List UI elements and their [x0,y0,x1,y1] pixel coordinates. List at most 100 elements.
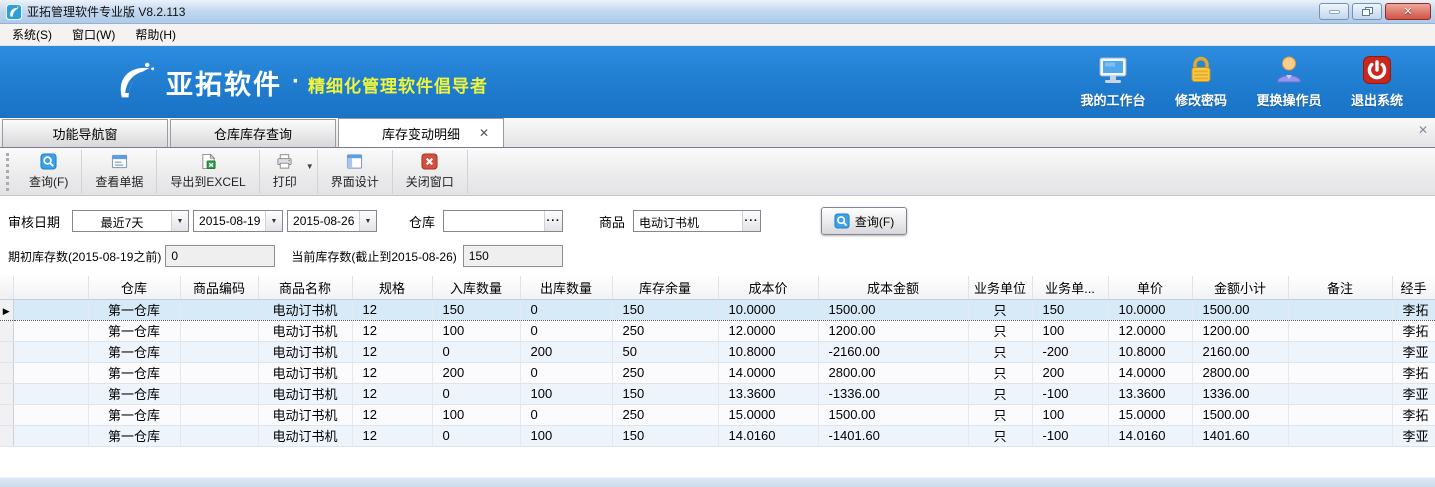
chevron-down-icon[interactable]: ▼ [265,211,283,231]
row-selector-cell[interactable] [0,383,14,405]
warehouse-lookup-field[interactable]: ··· [443,210,564,232]
banner-actions: 我的工作台 修改密码 更换操作员 [1069,54,1421,109]
switch-operator-label: 更换操作员 [1256,93,1322,108]
change-password-button[interactable]: 修改密码 [1157,54,1245,109]
opening-stock-label: 期初库存数(2015-08-19之前) [8,249,162,264]
close-button[interactable]: ✕ [1385,3,1431,20]
export-excel-button[interactable]: 导出到EXCEL [157,149,260,194]
exit-system-label: 退出系统 [1350,93,1403,108]
printer-icon [277,154,292,169]
col-remark[interactable]: 备注 [1288,276,1393,300]
my-workstation-label: 我的工作台 [1080,93,1146,108]
product-lookup-field[interactable]: 电动订书机 ··· [633,210,762,232]
menu-bar: 系统(S) 窗口(W) 帮助(H) [0,24,1435,46]
menu-item-system[interactable]: 系统(S) [12,28,52,42]
date-to-combobox[interactable]: 2015-08-26 ▼ [287,210,378,232]
row-selector-cell[interactable] [0,425,14,447]
workstation-monitor-icon [1099,57,1127,83]
table-row[interactable]: 第一仓库 电动订书机 12 200 0 250 14.0000 2800.00 … [0,362,1435,384]
bottom-status-strip [0,477,1435,487]
col-unit-price[interactable]: 单价 [1108,276,1193,300]
selected-row-arrow-icon: ▶ [2,306,10,316]
table-row[interactable]: ▶ 第一仓库 电动订书机 12 150 0 150 10.0000 1500.0… [0,298,1435,321]
col-qty-out[interactable]: 出库数量 [520,276,613,300]
search-icon [834,213,850,229]
col-stock-balance[interactable]: 库存余量 [612,276,719,300]
restore-button[interactable] [1352,3,1382,20]
audit-date-label: 审核日期 [8,214,61,230]
query-submit-button[interactable]: 查询(F) [821,207,908,235]
date-from-combobox[interactable]: 2015-08-19 ▼ [193,210,284,232]
toolbar: 查询(F) 查看单据 导出到EXCEL 打印 ▼ [0,147,1435,196]
spacer-header [13,276,89,300]
tab-stock-movement-detail[interactable]: 库存变动明细 ✕ [338,118,504,147]
product-label: 商品 [599,214,626,230]
summary-row: 期初库存数(2015-08-19之前) 0 当前库存数(截止到2015-08-2… [8,244,563,268]
minimize-button[interactable] [1319,3,1349,20]
brand-separator: · [292,68,300,95]
current-stock-field: 150 [462,245,563,267]
col-subtotal[interactable]: 金额小计 [1192,276,1289,300]
restore-icon [1361,9,1370,16]
table-header-row: 仓库 商品编码 商品名称 规格 入库数量 出库数量 库存余量 成本价 成本金额 … [0,276,1435,300]
table-row[interactable]: 第一仓库 电动订书机 12 0 100 150 14.0160 -1401.60… [0,425,1435,447]
col-warehouse[interactable]: 仓库 [88,276,181,300]
chevron-down-icon[interactable]: ▼ [359,211,377,231]
table-row[interactable]: 第一仓库 电动订书机 12 0 100 150 13.3600 -1336.00… [0,383,1435,405]
ellipsis-lookup-icon[interactable]: ··· [544,211,563,231]
exit-system-button[interactable]: 退出系统 [1333,54,1421,109]
current-stock-label: 当前库存数(截止到2015-08-26) [291,249,457,264]
layout-design-icon [347,154,363,169]
col-handler[interactable]: 经手 [1392,276,1435,300]
col-business-unit[interactable]: 业务单位 [968,276,1033,300]
minimize-icon [1328,9,1340,14]
app-logo-icon [6,3,22,20]
view-document-button[interactable]: 查看单据 [82,149,158,194]
toolbar-grip-handle[interactable] [6,152,10,191]
stock-movement-table: 仓库 商品编码 商品名称 规格 入库数量 出库数量 库存余量 成本价 成本金额 … [0,276,1435,447]
content-area: 审核日期 最近7天 ▼ 2015-08-19 ▼ 2015-08-26 ▼ 仓库… [0,196,1435,477]
excel-export-icon [201,153,216,170]
brand-block: 亚拓软件 · 精细化管理软件倡导者 [112,60,488,104]
tab-warehouse-stock-query[interactable]: 仓库库存查询 [170,119,336,147]
col-business-qty[interactable]: 业务单... [1032,276,1109,300]
row-selector-cell[interactable] [0,341,14,363]
col-cost-price[interactable]: 成本价 [718,276,819,300]
chevron-down-icon[interactable]: ▼ [171,211,189,231]
ellipsis-lookup-icon[interactable]: ··· [742,211,761,231]
col-qty-in[interactable]: 入库数量 [432,276,521,300]
col-product-name[interactable]: 商品名称 [258,276,353,300]
date-preset-combobox[interactable]: 最近7天 ▼ [72,210,190,232]
print-button[interactable]: 打印 ▼ [260,149,318,194]
menu-item-window[interactable]: 窗口(W) [72,28,116,42]
change-password-label: 修改密码 [1174,93,1227,108]
col-product-code[interactable]: 商品编码 [180,276,259,300]
exit-power-icon [1363,56,1391,84]
tab-strip: 功能导航窗 仓库库存查询 库存变动明细 ✕ ✕ [0,118,1435,147]
close-icon: ✕ [1403,6,1413,18]
table-row[interactable]: 第一仓库 电动订书机 12 100 0 250 15.0000 1500.00 … [0,404,1435,426]
row-selector-cell[interactable] [0,362,14,384]
row-selector-header [0,276,14,300]
layout-design-button[interactable]: 界面设计 [318,149,393,194]
switch-operator-button[interactable]: 更换操作员 [1245,54,1333,109]
row-selector-cell[interactable] [0,320,14,342]
table-row[interactable]: 第一仓库 电动订书机 12 100 0 250 12.0000 1200.00 … [0,320,1435,342]
menu-item-help[interactable]: 帮助(H) [135,28,176,42]
close-window-button[interactable]: 关闭窗口 [393,149,468,194]
col-cost-amount[interactable]: 成本金额 [818,276,969,300]
table-row[interactable]: 第一仓库 电动订书机 12 0 200 50 10.8000 -2160.00 … [0,341,1435,363]
brand-logo-icon [120,62,155,98]
search-icon [40,153,57,170]
tab-close-icon[interactable]: ✕ [478,126,489,140]
tabstrip-close-icon[interactable]: ✕ [1417,123,1428,137]
tab-function-navigation[interactable]: 功能导航窗 [2,119,168,147]
col-spec[interactable]: 规格 [352,276,433,300]
print-dropdown-icon[interactable]: ▼ [305,161,314,171]
query-button[interactable]: 查询(F) [16,149,83,194]
opening-stock-field: 0 [165,245,276,267]
row-selector-cell[interactable] [0,404,14,426]
my-workstation-button[interactable]: 我的工作台 [1069,54,1157,109]
row-selector-cell[interactable]: ▶ [0,298,14,321]
close-window-icon [421,153,438,170]
